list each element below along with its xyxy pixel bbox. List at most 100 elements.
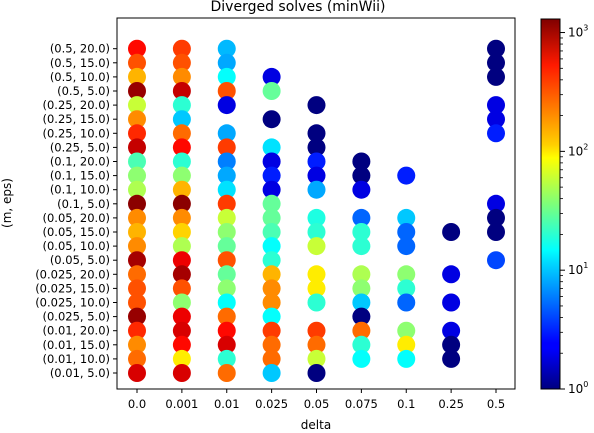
- data-point: [128, 349, 146, 368]
- data-point: [262, 110, 281, 129]
- x-axis-label: delta: [301, 418, 331, 432]
- data-point: [307, 293, 326, 312]
- data-point: [487, 110, 505, 129]
- data-point: [172, 124, 191, 143]
- data-point: [128, 53, 146, 72]
- data-point: [217, 237, 236, 256]
- y-tick-label: (0.025, 5.0): [43, 310, 111, 324]
- data-point: [397, 321, 416, 340]
- data-point: [172, 251, 191, 270]
- data-point: [262, 265, 281, 284]
- data-point: [217, 293, 236, 312]
- data-point: [307, 364, 326, 382]
- data-point: [217, 307, 236, 326]
- data-point: [397, 279, 416, 298]
- data-point: [442, 265, 461, 284]
- data-point: [128, 265, 146, 284]
- data-point: [217, 124, 236, 143]
- data-point: [217, 82, 236, 100]
- data-point: [172, 279, 191, 298]
- data-point: [307, 237, 326, 256]
- data-point: [128, 138, 146, 157]
- y-tick-label: (0.25, 10.0): [43, 126, 111, 140]
- data-point: [172, 180, 191, 199]
- data-point: [128, 293, 146, 312]
- y-tick-label: (0.025, 20.0): [35, 267, 110, 281]
- y-tick-label: (0.05, 20.0): [43, 211, 111, 225]
- x-tick-label: 0.25: [438, 397, 464, 411]
- data-point: [217, 321, 236, 340]
- data-point: [262, 307, 281, 326]
- data-point: [217, 265, 236, 284]
- data-point: [307, 152, 326, 171]
- y-tick-label: (0.25, 15.0): [43, 112, 111, 126]
- colorbar-tick-label: 103: [568, 24, 588, 40]
- data-point: [172, 194, 191, 213]
- data-point: [172, 166, 191, 185]
- data-point: [172, 110, 191, 129]
- data-point: [307, 166, 326, 185]
- data-point: [172, 223, 191, 241]
- x-tick-label: 0.025: [255, 397, 288, 411]
- data-point: [217, 251, 236, 270]
- data-point: [262, 335, 281, 354]
- data-point: [217, 39, 236, 58]
- colorbar-tick-label: 101: [568, 261, 588, 277]
- data-point: [307, 124, 326, 143]
- data-point: [128, 251, 146, 270]
- data-point: [128, 180, 146, 199]
- x-tick-label: 0.075: [345, 397, 378, 411]
- data-point: [307, 335, 326, 354]
- data-point: [217, 335, 236, 354]
- data-point: [172, 208, 191, 227]
- data-point: [262, 67, 281, 86]
- y-tick-label: (0.1, 10.0): [50, 183, 110, 197]
- colorbar-axis: 100 101 102 103: [560, 24, 588, 396]
- data-point: [397, 237, 416, 256]
- data-point: [217, 208, 236, 227]
- data-point: [128, 110, 146, 129]
- data-point: [487, 124, 505, 143]
- data-point: [128, 82, 146, 100]
- y-tick-label: (0.05, 10.0): [43, 239, 111, 253]
- data-point: [487, 96, 505, 115]
- data-point: [442, 349, 461, 368]
- data-point: [217, 152, 236, 171]
- data-point: [217, 53, 236, 72]
- y-tick-label: (0.25, 20.0): [43, 98, 111, 112]
- data-point: [217, 279, 236, 298]
- data-point: [397, 223, 416, 241]
- data-point: [217, 223, 236, 241]
- data-point: [442, 293, 461, 312]
- scatter-points: [128, 39, 505, 382]
- data-point: [487, 67, 505, 86]
- data-point: [128, 166, 146, 185]
- data-point: [442, 223, 461, 241]
- data-point: [307, 208, 326, 227]
- data-point: [352, 279, 371, 298]
- data-point: [172, 67, 191, 86]
- y-tick-label: (0.01, 5.0): [50, 366, 110, 380]
- data-point: [352, 307, 371, 326]
- data-point: [172, 96, 191, 115]
- data-point: [217, 67, 236, 86]
- y-axis-label: (m, eps): [0, 178, 14, 228]
- data-point: [172, 39, 191, 58]
- data-point: [262, 194, 281, 213]
- data-point: [172, 152, 191, 171]
- data-point: [262, 251, 281, 270]
- data-point: [262, 166, 281, 185]
- data-point: [397, 335, 416, 354]
- data-point: [352, 265, 371, 284]
- data-point: [262, 82, 281, 100]
- data-point: [172, 321, 191, 340]
- data-point: [487, 223, 505, 241]
- data-point: [487, 53, 505, 72]
- chart-title: Diverged solves (minWii): [211, 0, 386, 15]
- data-point: [352, 208, 371, 227]
- data-point: [128, 307, 146, 326]
- data-point: [262, 364, 281, 382]
- data-point: [217, 180, 236, 199]
- y-tick-label: (0.5, 20.0): [50, 42, 110, 56]
- y-axis: (0.01, 5.0)(0.01, 10.0)(0.01, 15.0)(0.01…: [35, 42, 117, 380]
